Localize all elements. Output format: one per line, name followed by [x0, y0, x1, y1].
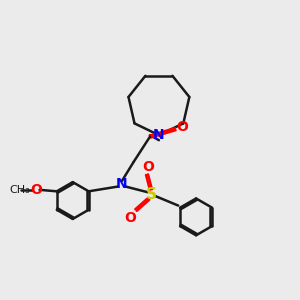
Text: O: O: [142, 160, 154, 174]
Text: N: N: [116, 177, 128, 191]
Text: CH₃: CH₃: [9, 185, 30, 195]
Text: O: O: [124, 211, 136, 225]
Text: O: O: [176, 120, 188, 134]
Text: S: S: [146, 187, 157, 202]
Text: N: N: [153, 128, 165, 142]
Text: O: O: [30, 183, 42, 197]
